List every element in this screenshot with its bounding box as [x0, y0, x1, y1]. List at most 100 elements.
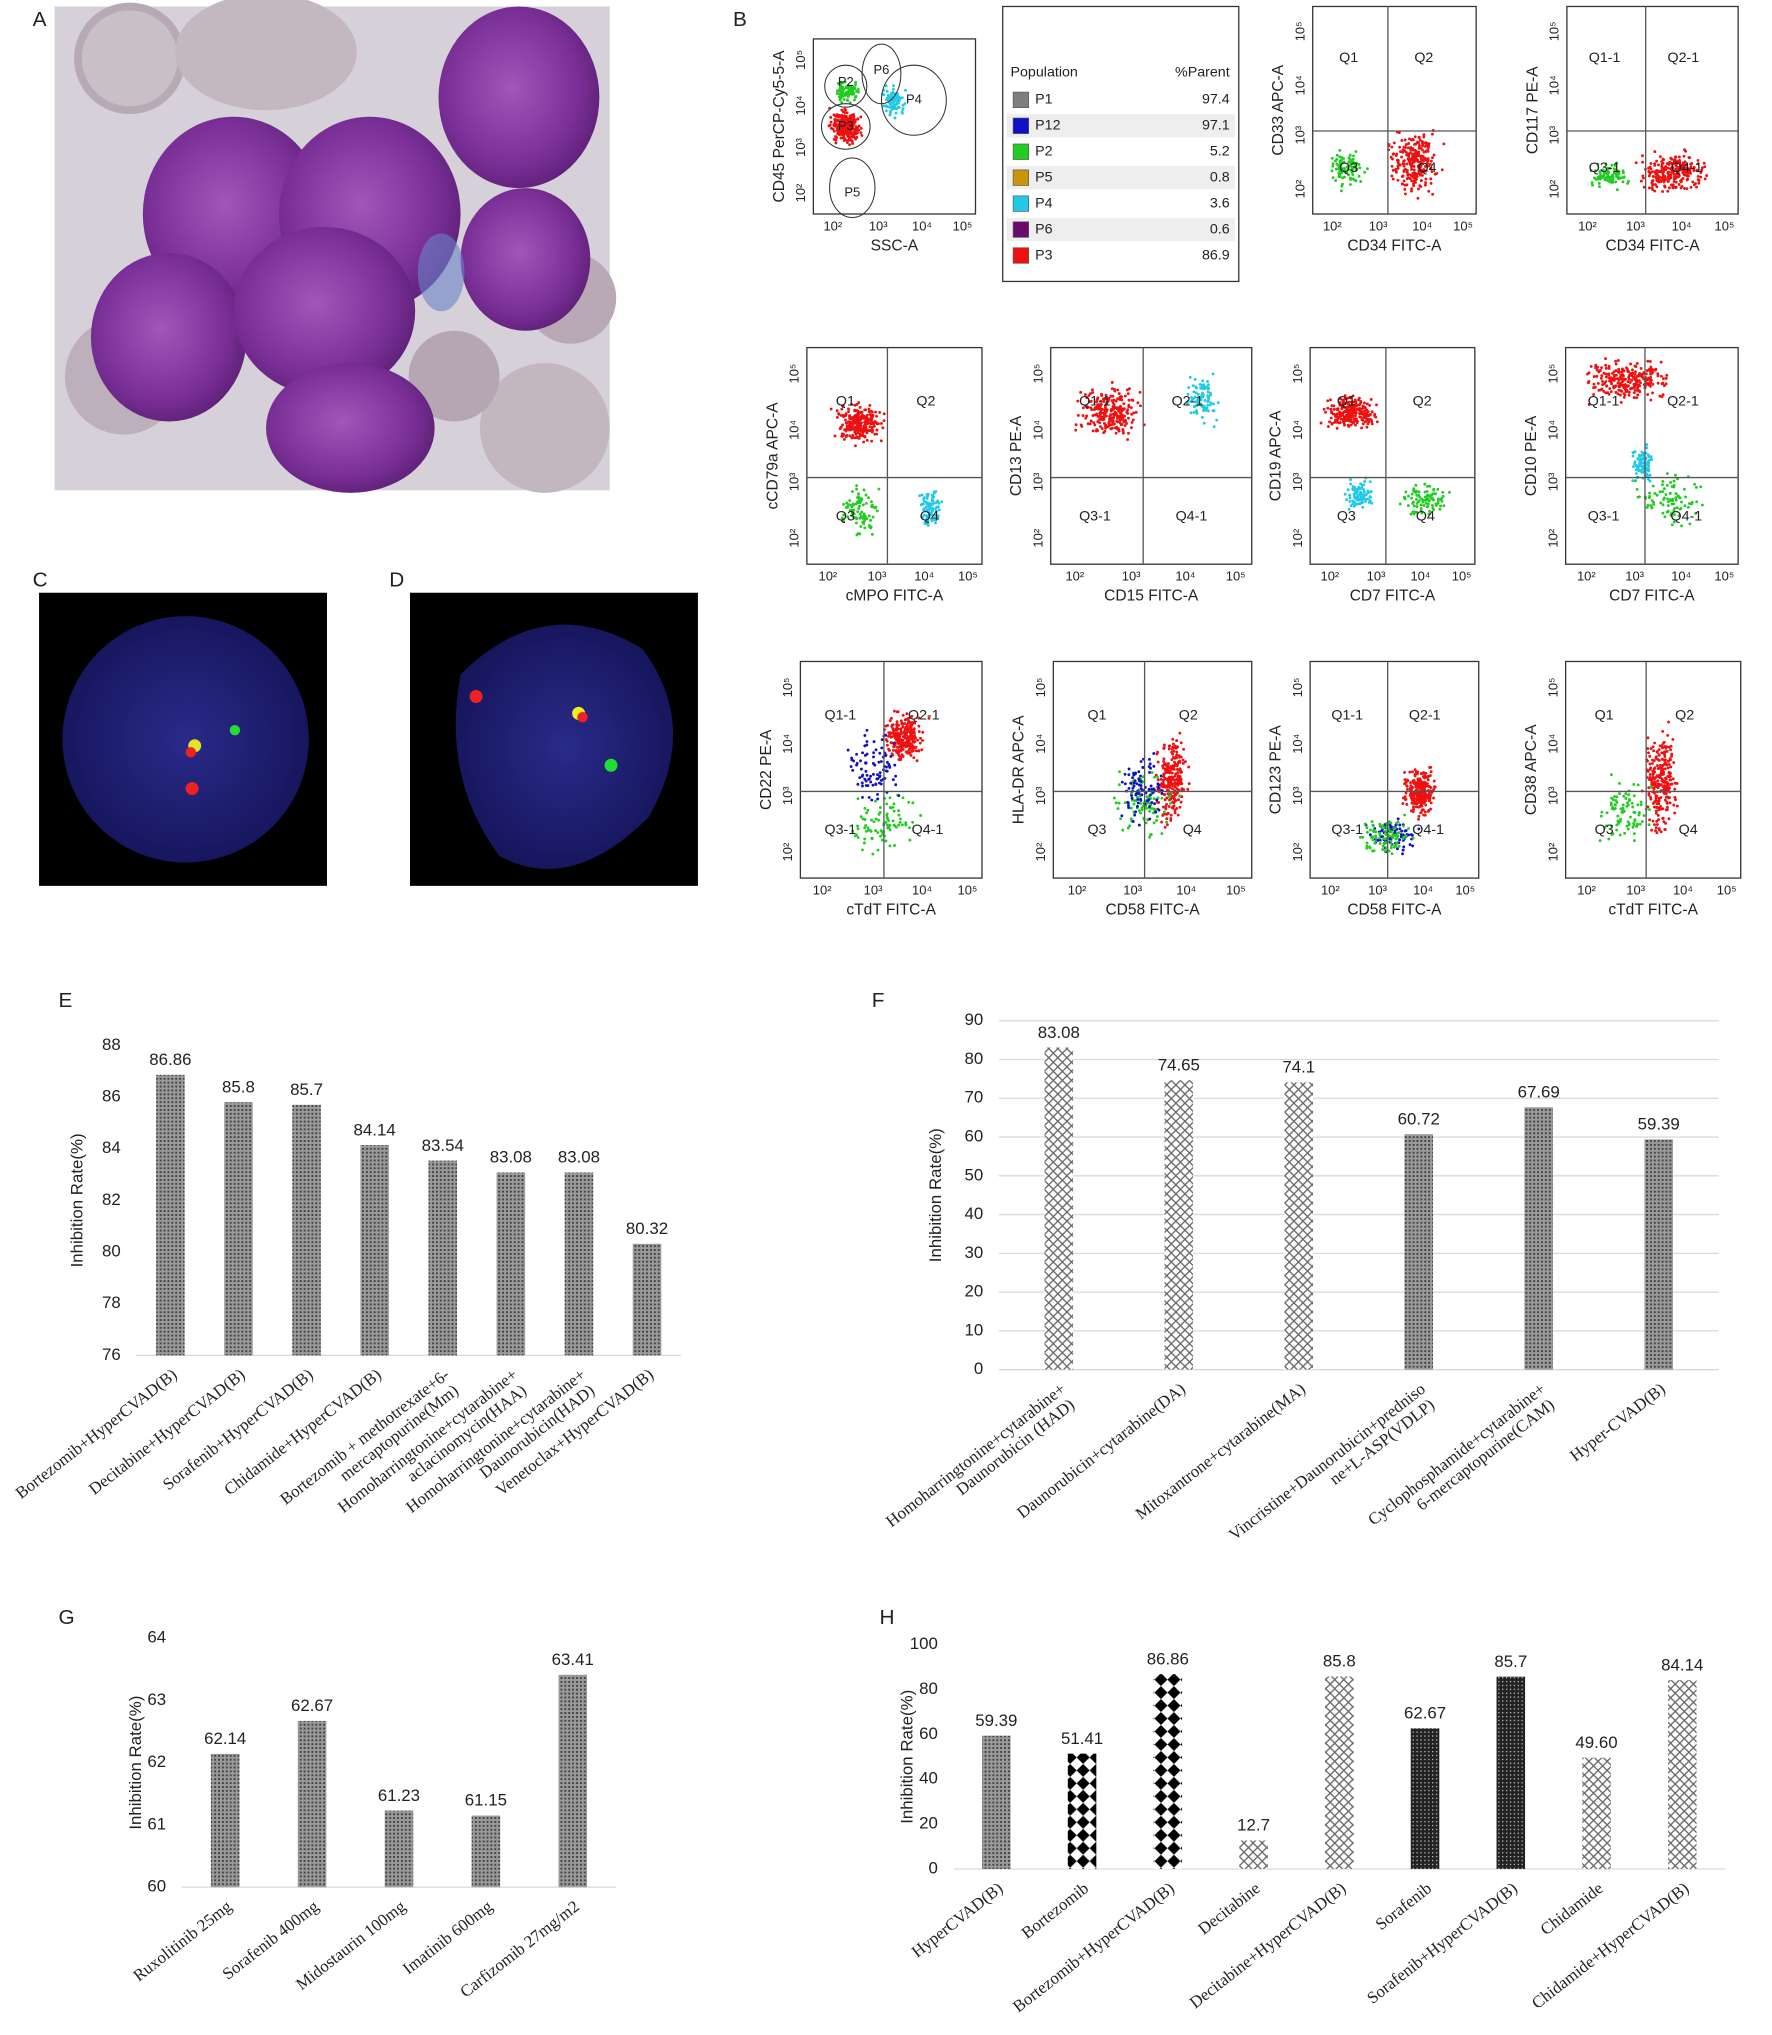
event-dot	[1400, 182, 1404, 186]
event-dot	[835, 92, 839, 95]
event-dot	[1095, 412, 1099, 416]
event-dot	[1389, 846, 1393, 850]
event-dot	[1366, 410, 1370, 414]
event-dot	[862, 841, 866, 845]
event-dot	[889, 92, 893, 95]
event-dot	[1640, 820, 1644, 823]
value-label: 84.14	[1661, 1655, 1703, 1674]
event-dot	[1632, 391, 1636, 395]
event-dot	[1661, 190, 1664, 193]
event-dot	[855, 517, 859, 521]
event-dot	[872, 740, 876, 744]
event-dot	[1212, 425, 1216, 429]
event-dot	[1215, 418, 1219, 422]
event-dot	[1202, 385, 1206, 389]
event-dot	[1671, 166, 1675, 170]
event-dot	[1202, 383, 1206, 387]
event-dot	[1439, 498, 1443, 501]
event-dot	[1331, 164, 1335, 168]
event-dot	[876, 773, 879, 777]
event-dot	[1081, 414, 1085, 418]
event-dot	[1324, 410, 1327, 414]
event-dot	[885, 743, 889, 747]
event-dot	[1684, 173, 1688, 177]
event-dot	[1368, 833, 1372, 837]
event-dot	[1363, 170, 1367, 174]
event-dot	[1183, 760, 1187, 764]
event-dot	[1360, 498, 1364, 502]
quadrant-label: Q1-1	[1079, 394, 1111, 410]
event-dot	[1425, 161, 1429, 165]
event-dot	[1362, 490, 1366, 494]
quadrant-label: Q2-1	[1667, 394, 1699, 410]
event-dot	[1657, 748, 1661, 752]
x-tick-label: 10⁴	[914, 569, 934, 584]
event-dot	[1674, 492, 1678, 496]
event-dot	[867, 496, 870, 500]
event-dot	[1337, 412, 1341, 416]
quadrant-label: Q4	[920, 508, 939, 524]
event-dot	[1175, 739, 1179, 742]
event-dot	[856, 510, 860, 514]
x-tick-label: HyperCVAD(B)	[908, 1878, 1007, 1961]
event-dot	[865, 438, 869, 442]
event-dot	[1610, 807, 1614, 811]
event-dot	[1123, 772, 1127, 776]
event-dot	[1176, 783, 1180, 787]
event-dot	[1438, 507, 1442, 511]
event-dot	[1111, 421, 1115, 425]
event-dot	[1419, 503, 1423, 507]
event-dot	[1179, 741, 1183, 745]
y-tick-label: 10⁵	[1290, 364, 1305, 384]
event-dot	[1334, 159, 1337, 163]
event-dot	[1388, 834, 1392, 838]
event-dot	[1405, 177, 1409, 181]
event-dot	[1424, 501, 1428, 505]
quadrant-label: Q1	[836, 394, 855, 410]
event-dot	[1431, 156, 1434, 160]
event-dot	[1332, 407, 1336, 411]
quadrant-label: Q3-1	[825, 822, 857, 838]
event-dot	[1610, 796, 1613, 800]
quadrant-label: Q1-1	[825, 707, 857, 723]
event-dot	[1683, 186, 1686, 190]
y-tick-label: 10²	[1290, 842, 1305, 861]
event-dot	[1645, 505, 1649, 509]
event-dot	[1659, 170, 1663, 173]
event-dot	[1366, 489, 1370, 493]
event-dot	[1365, 830, 1369, 834]
x-axis-label: CD7 FITC-A	[1350, 588, 1436, 605]
population-swatch	[1012, 169, 1029, 186]
event-dot	[861, 817, 865, 821]
event-dot	[864, 769, 868, 773]
event-dot	[1696, 174, 1700, 178]
event-dot	[1122, 402, 1126, 406]
event-dot	[1156, 776, 1160, 779]
population-swatch	[1012, 91, 1029, 108]
event-dot	[1658, 773, 1662, 777]
event-dot	[1347, 416, 1351, 420]
event-dot	[1692, 183, 1696, 187]
event-dot	[1103, 413, 1106, 416]
event-dot	[1666, 759, 1670, 763]
event-dot	[897, 95, 901, 99]
event-dot	[1662, 788, 1666, 792]
population-value: 3.6	[1210, 195, 1230, 211]
event-dot	[1127, 416, 1130, 420]
event-dot	[841, 90, 845, 94]
event-dot	[1631, 451, 1635, 455]
y-tick-label: 88	[102, 1035, 121, 1054]
event-dot	[1699, 171, 1703, 174]
event-dot	[862, 520, 866, 524]
event-dot	[882, 419, 886, 423]
event-dot	[1358, 415, 1362, 419]
event-dot	[905, 743, 909, 747]
event-dot	[1419, 146, 1422, 150]
event-dot	[891, 104, 894, 108]
y-tick-label: 40	[919, 1769, 938, 1788]
y-tick-label: 10²	[1547, 179, 1562, 198]
event-dot	[1664, 376, 1668, 380]
event-dot	[1654, 169, 1658, 173]
event-dot	[1402, 170, 1406, 173]
event-dot	[1412, 805, 1415, 809]
